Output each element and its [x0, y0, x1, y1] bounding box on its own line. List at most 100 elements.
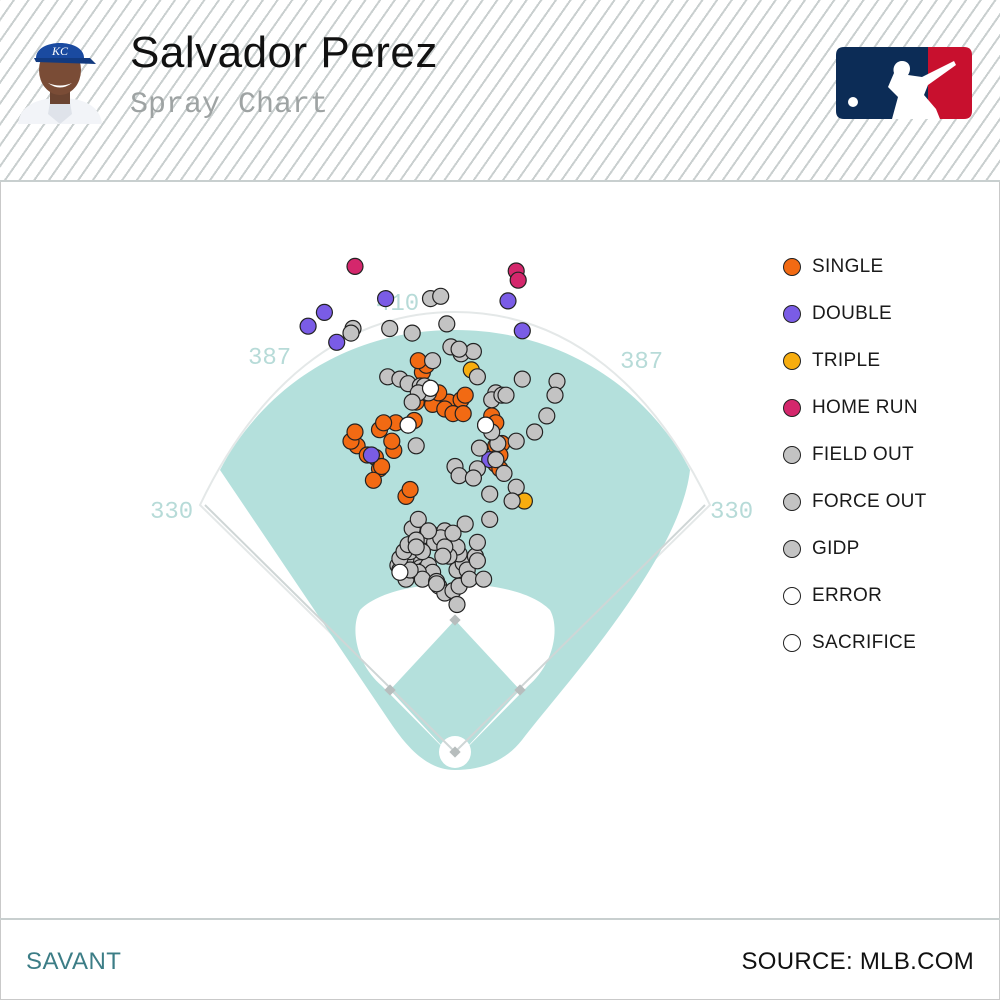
hit-marker-field-out [381, 319, 399, 338]
hit-marker-field-out [428, 575, 446, 593]
legend-swatch [783, 634, 801, 652]
hit-marker-field-out [438, 315, 456, 333]
legend-swatch [783, 446, 801, 464]
hit-marker-double [328, 333, 346, 351]
chart-header: KC Salvador Perez Spray Chart [0, 0, 1000, 182]
legend-swatch [783, 399, 801, 417]
legend-item-gidp: GIDP [783, 537, 860, 561]
mlb-logo [836, 47, 972, 119]
legend-label: SINGLE [812, 256, 884, 277]
hit-marker-field-out [495, 464, 513, 482]
hit-marker-double [299, 317, 317, 335]
hit-marker-field-out [546, 386, 564, 404]
legend-label: DOUBLE [812, 303, 892, 324]
hit-marker-field-out [444, 524, 462, 542]
hit-marker-field-out [481, 485, 499, 503]
legend-swatch [783, 587, 801, 605]
foul-lines [204, 504, 706, 753]
hit-marker-error [477, 416, 495, 434]
hit-marker-field-out [450, 467, 468, 485]
legend-item-field-out: FIELD OUT [783, 443, 914, 467]
hit-marker-field-out [464, 469, 482, 487]
bases [384, 614, 526, 758]
hit-marker-field-out [481, 510, 499, 528]
hit-marker-field-out [497, 386, 515, 404]
hit-marker-field-out [487, 451, 505, 469]
legend-item-double: DOUBLE [783, 302, 892, 326]
hit-marker-field-out [460, 570, 478, 588]
legend-label: SACRIFICE [812, 632, 917, 653]
savant-brand: SAVANT [26, 948, 122, 975]
chart-title: Spray Chart [130, 88, 329, 122]
hit-marker-single [346, 423, 364, 441]
spray-chart: 330 387 410 387 330 [150, 257, 753, 770]
hit-marker-field-out [507, 432, 525, 450]
hit-marker-field-out [450, 340, 468, 358]
distance-label-left-center: 387 [248, 345, 291, 372]
legend-label: HOME RUN [812, 397, 918, 418]
hit-marker-error [391, 563, 409, 581]
hit-marker-field-out [464, 342, 482, 361]
hit-marker-field-out [525, 423, 544, 441]
hit-marker-single [409, 352, 427, 370]
hit-marker-field-out [468, 533, 486, 551]
hit-marker-field-out [403, 324, 421, 342]
source-credit: SOURCE: MLB.COM [741, 948, 974, 975]
hit-markers [299, 257, 566, 614]
hit-marker-home-run [346, 257, 364, 276]
hit-marker-single [375, 414, 393, 432]
chart-footer: SAVANT SOURCE: MLB.COM [0, 918, 1000, 1002]
hit-marker-field-out [470, 439, 489, 457]
legend-item-triple: TRIPLE [783, 349, 880, 373]
legend-item-error: ERROR [783, 584, 882, 608]
hit-marker-field-out [419, 522, 438, 540]
hit-marker-field-out [468, 552, 486, 570]
distance-label-right-line: 330 [710, 499, 753, 526]
legend-swatch [783, 305, 801, 323]
legend-label: ERROR [812, 585, 883, 606]
hit-marker-field-out [407, 538, 425, 556]
hit-marker-field-out [503, 492, 521, 510]
hit-marker-single [364, 471, 382, 489]
hit-marker-field-out [468, 368, 486, 386]
hit-marker-field-out [424, 352, 442, 370]
hit-marker-field-out [448, 595, 466, 614]
hit-marker-double [499, 292, 517, 310]
hit-marker-single [454, 405, 472, 423]
legend-label: FIELD OUT [812, 444, 914, 465]
hit-marker-field-out [434, 547, 452, 565]
hit-marker-double [315, 303, 333, 321]
wall-distance-labels: 330 387 410 387 330 [150, 291, 753, 526]
distance-label-left-line: 330 [150, 499, 193, 526]
hit-marker-field-out [456, 515, 474, 533]
hit-marker-field-out [475, 570, 493, 588]
legend-item-home-run: HOME RUN [783, 396, 918, 420]
hit-marker-error [421, 379, 440, 397]
hit-marker-field-out [538, 407, 556, 425]
hit-marker-field-out [403, 393, 421, 411]
legend-label: FORCE OUT [812, 491, 927, 512]
legend-swatch [783, 352, 801, 370]
hit-marker-field-out [407, 437, 425, 455]
hit-marker-double [377, 289, 395, 308]
legend-label: GIDP [812, 538, 860, 559]
hit-marker-field-out [409, 510, 427, 528]
hit-marker-field-out [342, 324, 360, 342]
player-name: Salvador Perez [130, 28, 438, 77]
hit-marker-error [399, 416, 417, 434]
hit-marker-double [362, 446, 380, 464]
legend-swatch [783, 540, 801, 558]
legend-item-single: SINGLE [783, 255, 884, 279]
legend-item-sacrifice: SACRIFICE [783, 631, 916, 655]
legend-label: TRIPLE [812, 350, 881, 371]
hit-marker-field-out [513, 370, 531, 388]
hit-marker-single [383, 432, 401, 450]
hit-marker-single [373, 457, 391, 476]
infield-grass [390, 620, 520, 760]
svg-text:KC: KC [51, 44, 69, 58]
hit-marker-home-run [509, 271, 527, 289]
hit-marker-field-out [432, 287, 450, 305]
hit-marker-single [401, 480, 419, 499]
legend-item-force-out: FORCE OUT [783, 490, 927, 514]
hit-marker-single [456, 386, 474, 404]
